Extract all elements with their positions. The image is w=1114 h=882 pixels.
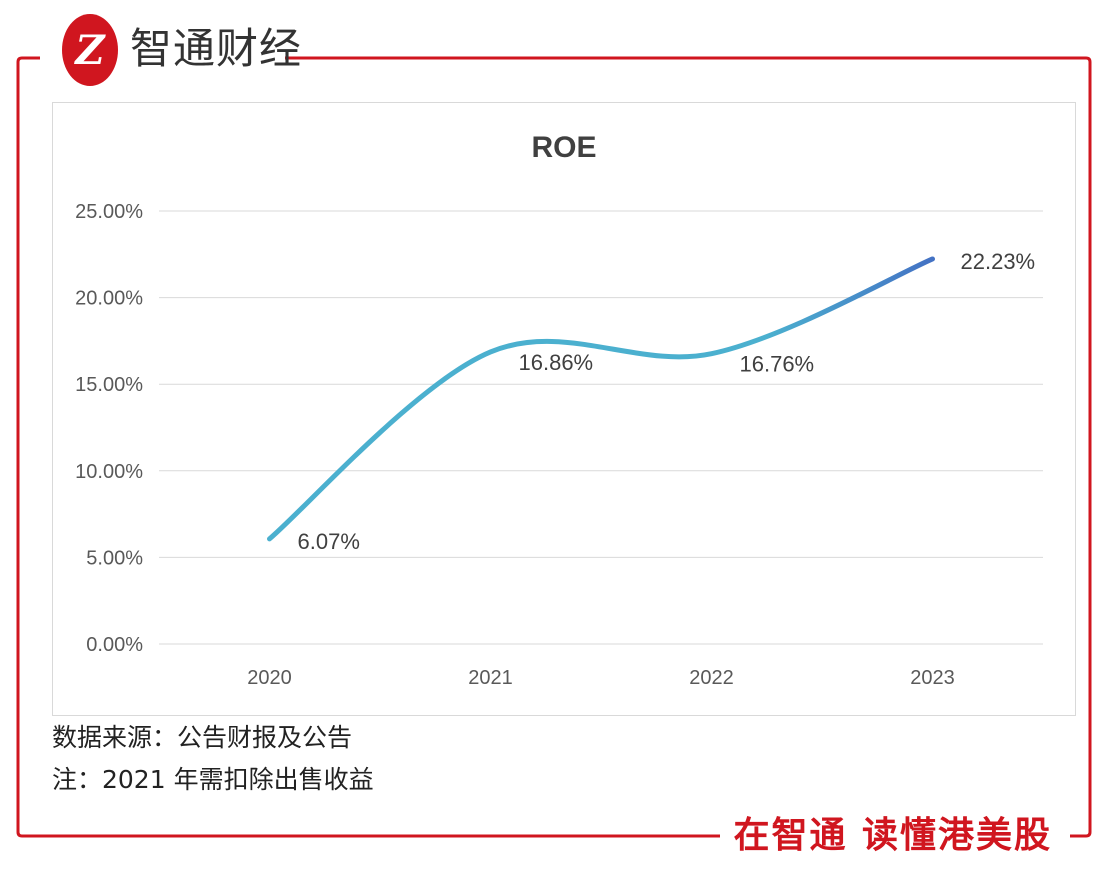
y-tick-label: 15.00% <box>75 374 143 396</box>
x-tick-label: 2020 <box>247 667 292 689</box>
y-tick-label: 10.00% <box>75 461 143 483</box>
x-tick-label: 2023 <box>910 667 955 689</box>
brand-slogan: 在智通 读懂港美股 <box>727 812 1058 860</box>
x-tick-label: 2021 <box>468 667 513 689</box>
brand-name: 智通财经 <box>130 24 303 73</box>
brand-logo-icon: Z <box>62 14 118 86</box>
data-label: 22.23% <box>961 249 1036 274</box>
chart-area: ROE 0.00% 5.00% 10.00% 15.00% 20.00% 25.00% 2… <box>52 102 1076 716</box>
data-label: 16.76% <box>740 352 815 377</box>
y-tick-label: 5.00% <box>86 547 143 569</box>
roe-series-line <box>267 256 935 542</box>
data-label: 16.86% <box>519 350 594 375</box>
y-tick-label: 0.00% <box>86 634 143 656</box>
data-source-note: 数据来源：公告财报及公告 <box>52 723 353 752</box>
y-tick-label: 25.00% <box>75 201 143 223</box>
remark-note: 注：2021 年需扣除出售收益 <box>52 765 374 794</box>
y-tick-label: 20.00% <box>75 288 143 310</box>
roe-line-chart: 0.00% 5.00% 10.00% 15.00% 20.00% 25.00% 2020 2… <box>75 201 1043 689</box>
chart-title: ROE <box>531 131 597 164</box>
data-label: 6.07% <box>298 529 360 554</box>
x-tick-label: 2022 <box>689 667 734 689</box>
